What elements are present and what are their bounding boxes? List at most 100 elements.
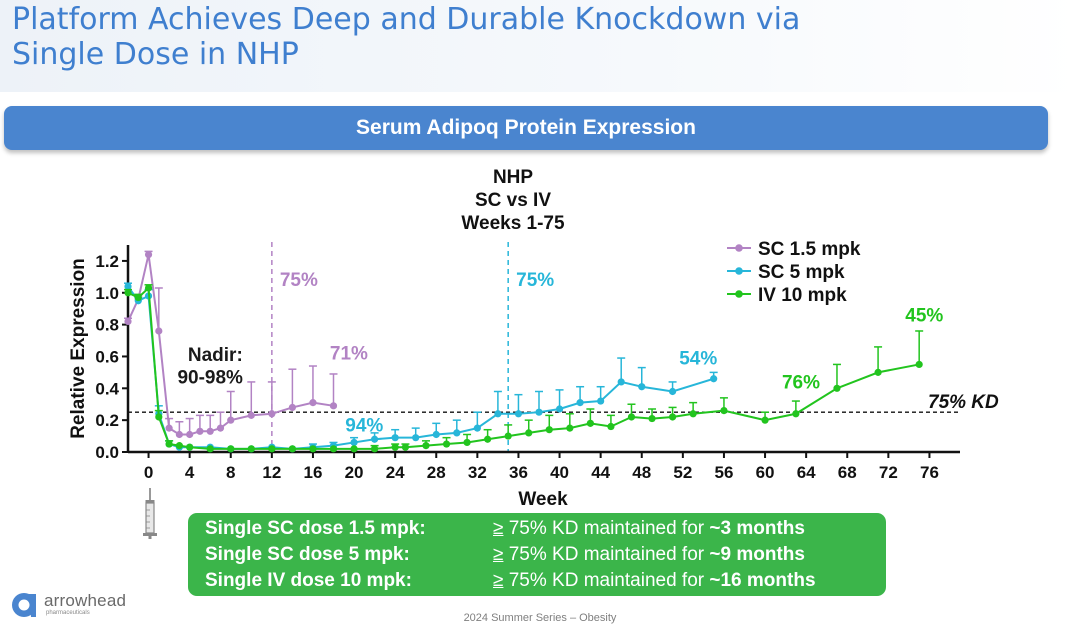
summary-label: Single IV dose 10 mpk:	[205, 570, 412, 591]
data-point	[124, 282, 132, 290]
data-point	[576, 399, 584, 407]
data-point	[391, 443, 399, 451]
reference-line: 75% KD	[128, 392, 999, 413]
data-point	[422, 442, 430, 450]
x-tick-label: 64	[797, 463, 816, 482]
legend-swatch-dot	[735, 290, 743, 298]
annotation: 76%	[782, 372, 820, 393]
chart-series	[124, 250, 924, 453]
marker-label: 75%	[516, 270, 554, 291]
company-logo: arrowhead pharmaceuticals	[10, 590, 140, 620]
y-tick-label: 1.0	[95, 284, 119, 303]
data-point	[227, 445, 235, 453]
data-point	[309, 445, 317, 453]
summary-row: Single SC dose 5 mpk: ≥ 75% KD maintaine…	[205, 542, 886, 568]
series-line	[127, 285, 920, 450]
summary-duration: ~3 months	[709, 518, 805, 539]
data-point	[504, 432, 512, 440]
data-point	[124, 289, 132, 297]
page-title: Platform Achieves Deep and Durable Knock…	[12, 2, 1012, 72]
summary-label: Single SC dose 1.5 mpk:	[205, 518, 426, 539]
data-point	[134, 293, 142, 302]
x-tick-label: 40	[550, 463, 569, 482]
data-point	[309, 399, 317, 407]
summary-label: Single SC dose 5 mpk:	[205, 544, 410, 565]
data-point	[155, 327, 163, 335]
footer-text: 2024 Summer Series – Obesity	[463, 612, 617, 624]
data-point	[915, 360, 923, 369]
data-point	[186, 443, 194, 451]
data-point	[268, 410, 276, 418]
x-tick-label: 76	[920, 463, 939, 482]
data-point	[668, 387, 677, 396]
x-tick-label: 20	[345, 463, 364, 482]
data-point	[792, 410, 800, 418]
marker-lines: 75% 75%	[271, 242, 554, 452]
x-tick-label: 4	[185, 463, 195, 482]
data-point	[525, 429, 533, 437]
logo-name: arrowhead	[44, 591, 127, 610]
x-tick-label: 52	[673, 463, 692, 482]
data-point	[473, 424, 481, 432]
data-point	[165, 424, 173, 432]
logo-subtitle: pharmaceuticals	[46, 610, 90, 616]
data-point	[371, 435, 379, 443]
summary-text: ≥ 75% KD maintained for ~16 months	[493, 568, 816, 594]
data-point	[175, 430, 183, 439]
data-point	[350, 445, 358, 453]
x-tick-label: 36	[509, 463, 528, 482]
data-point	[874, 368, 882, 376]
data-point	[494, 410, 502, 418]
annotation: 90-98%	[177, 368, 243, 389]
data-point	[268, 445, 276, 453]
data-point	[196, 427, 204, 435]
y-tick-label: 1.2	[95, 252, 119, 271]
y-tick-label: 0.6	[95, 347, 119, 366]
data-point	[555, 405, 564, 413]
summary-text: ≥ 75% KD maintained for ~3 months	[493, 516, 805, 542]
data-point	[216, 424, 225, 432]
data-point	[247, 411, 255, 419]
data-point	[165, 440, 173, 448]
chart-axes: 0.00.20.40.60.81.01.20 4 8 12 16 20 24 28 32 36 40…	[68, 245, 960, 510]
data-point	[463, 438, 471, 447]
data-point	[124, 317, 132, 326]
legend-label: SC 5 mpk	[758, 262, 845, 283]
x-tick-label: 28	[427, 463, 446, 482]
y-tick-label: 0.0	[95, 443, 119, 462]
series	[124, 284, 924, 453]
marker-label: 75%	[280, 270, 318, 291]
summary-ge: ≥	[493, 518, 504, 539]
data-point	[617, 378, 625, 386]
data-point	[206, 427, 214, 435]
x-tick-label: 60	[756, 463, 775, 482]
x-tick-label: 72	[879, 463, 898, 482]
data-point	[442, 440, 451, 448]
data-point	[227, 416, 235, 424]
data-point	[401, 443, 410, 451]
summary-duration: ~9 months	[709, 544, 805, 565]
summary-text: ≥ 75% KD maintained for ~9 months	[493, 542, 805, 568]
data-point	[288, 403, 296, 412]
chart-title-line: NHP	[493, 167, 533, 188]
legend-label: SC 1.5 mpk	[758, 239, 861, 260]
data-point	[144, 250, 153, 259]
data-point	[586, 419, 594, 427]
data-point	[206, 445, 214, 453]
y-tick-label: 0.8	[95, 316, 119, 335]
data-point	[638, 383, 646, 391]
x-tick-label: 32	[468, 463, 487, 482]
chart-title-line: SC vs IV	[475, 190, 551, 211]
data-point	[720, 407, 728, 415]
page-title-line-2: Single Dose in NHP	[12, 37, 299, 72]
data-point	[288, 445, 296, 453]
data-point	[833, 384, 841, 392]
data-point	[329, 445, 338, 453]
series	[124, 250, 338, 439]
data-point	[144, 284, 153, 292]
chart-title-line: Weeks 1-75	[461, 213, 565, 234]
data-point	[627, 413, 636, 421]
series-line	[127, 254, 334, 436]
y-tick-label: 0.2	[95, 411, 119, 430]
